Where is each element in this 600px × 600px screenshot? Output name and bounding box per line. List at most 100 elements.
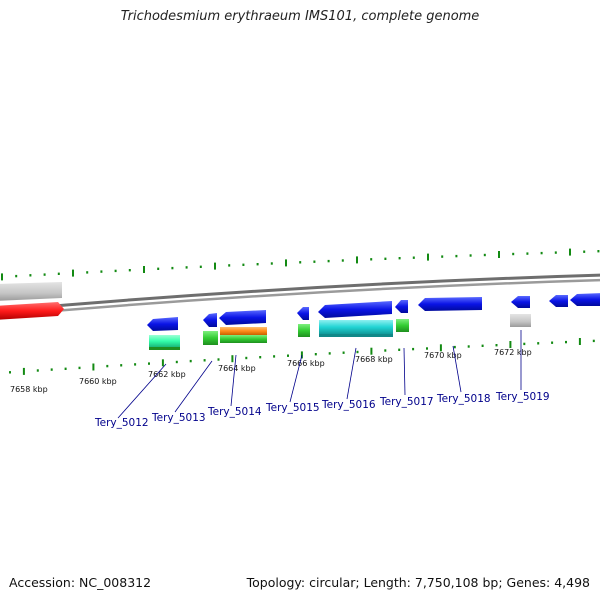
scale-label: 7666 kbp [287, 359, 325, 368]
lower-tick-track [9, 338, 595, 375]
lower-tick [314, 353, 317, 356]
lower-tick [384, 349, 387, 352]
gray-feature-tery-5019 [510, 314, 531, 327]
upper-tick [341, 259, 344, 262]
green-feature-tery-5015 [298, 324, 310, 337]
scale-label: 7668 kbp [355, 355, 393, 364]
lower-tick [9, 371, 11, 374]
lower-tick [300, 351, 303, 359]
scale-label: 7660 kbp [79, 377, 117, 386]
lower-tick [328, 352, 331, 355]
gene-arrow-tery-5013 [203, 313, 217, 327]
lower-tick [106, 364, 109, 368]
lower-tick [189, 359, 192, 363]
map-title: Trichodesmium erythraeum IMS101, complet… [120, 9, 480, 24]
gene-label[interactable]: Tery_5018 [436, 393, 491, 405]
upper-tick [157, 267, 160, 270]
scale-label: 7670 kbp [424, 351, 462, 360]
upper-tick [398, 257, 401, 260]
left-features [0, 282, 64, 320]
upper-tick [356, 256, 358, 264]
upper-tick [100, 270, 103, 273]
lower-tick [509, 341, 512, 348]
gene-arrow-upper-1 [511, 296, 530, 308]
gene-label[interactable]: Tery_5019 [495, 391, 550, 403]
upper-tick [242, 263, 245, 266]
upper-tick [512, 252, 515, 256]
upper-tick [228, 264, 231, 267]
upper-tick [270, 262, 273, 265]
accession-label: Accession: NC_008312 [9, 575, 152, 590]
upper-tick [1, 273, 3, 281]
lower-tick [537, 342, 540, 345]
upper-tick [285, 259, 287, 267]
lower-tick [578, 338, 581, 345]
gene-label[interactable]: Tery_5014 [207, 406, 262, 418]
upper-tick [554, 251, 557, 254]
upper-tick [86, 271, 89, 274]
upper-tick [540, 251, 543, 255]
gene-arrow-upper-3 [570, 293, 600, 306]
gene-arrow-upper-2 [549, 295, 568, 307]
gene-arrow-tery-5012 [147, 317, 178, 331]
lower-tick [592, 339, 595, 343]
lower-tick [287, 354, 289, 357]
gene-arrow-tery-5018 [418, 297, 482, 311]
gene-arrow-tery-5014 [219, 310, 266, 325]
gene-callout-line [230, 354, 237, 407]
lower-tick [273, 355, 276, 358]
lower-tick [412, 347, 415, 351]
scale-label: 7664 kbp [218, 364, 256, 373]
lower-tick [398, 348, 401, 351]
scale-labels: 7658 kbp 7660 kbp 7662 kbp 7664 kbp 7666 kbp… [10, 348, 532, 394]
upper-tick [583, 250, 586, 253]
upper-tick [327, 259, 330, 263]
upper-tick [171, 266, 174, 270]
lower-tick [203, 359, 206, 362]
lower-tick [439, 344, 442, 352]
lower-tick [523, 342, 526, 346]
lower-tick [259, 356, 262, 359]
upper-tick [214, 262, 216, 270]
lower-tick [551, 341, 554, 344]
lower-tick [495, 344, 498, 347]
gene-label[interactable]: Tery_5012 [94, 417, 149, 429]
upper-tick [185, 266, 188, 269]
scale-label: 7672 kbp [494, 348, 532, 357]
upper-tick [526, 252, 529, 255]
lower-tick [245, 356, 248, 360]
gene-label[interactable]: Tery_5015 [265, 402, 320, 414]
gene-callout-line [452, 345, 462, 393]
lower-tick [78, 366, 81, 370]
upper-tick [441, 255, 444, 258]
gene-callouts: Tery_5012 Tery_5013 Tery_5014 Tery_5015 Tery… [94, 330, 550, 429]
lower-tick [161, 359, 164, 367]
gene-callout-line [289, 354, 303, 403]
genome-summary: Topology: circular; Length: 7,750,108 bp… [246, 575, 590, 590]
upper-tick [384, 257, 387, 260]
lower-tick [565, 340, 567, 344]
green-feature-tery-5014 [220, 335, 267, 343]
gene-label[interactable]: Tery_5016 [321, 399, 376, 411]
dark-feature-tery-5016 [319, 334, 393, 337]
gene-label[interactable]: Tery_5013 [151, 412, 206, 424]
lower-tick [453, 345, 456, 349]
dark-feature-tery-5012 [149, 347, 180, 350]
upper-tick-track [1, 248, 600, 281]
upper-tick [114, 269, 117, 273]
lower-tick [92, 363, 95, 371]
upper-tick [498, 251, 500, 258]
gene-arrow-tery-5015 [297, 307, 309, 320]
upper-tick [43, 273, 46, 276]
gene-callout-line [174, 360, 213, 413]
rrna-red-feature [0, 302, 64, 320]
gene-label[interactable]: Tery_5017 [379, 396, 434, 408]
lower-tick [134, 363, 137, 366]
upper-tick [143, 266, 145, 273]
upper-strand-features [511, 293, 600, 308]
upper-tick [15, 274, 18, 278]
lower-tick [50, 368, 53, 371]
mint-feature-tery-5012 [149, 335, 180, 347]
upper-tick [57, 272, 60, 275]
